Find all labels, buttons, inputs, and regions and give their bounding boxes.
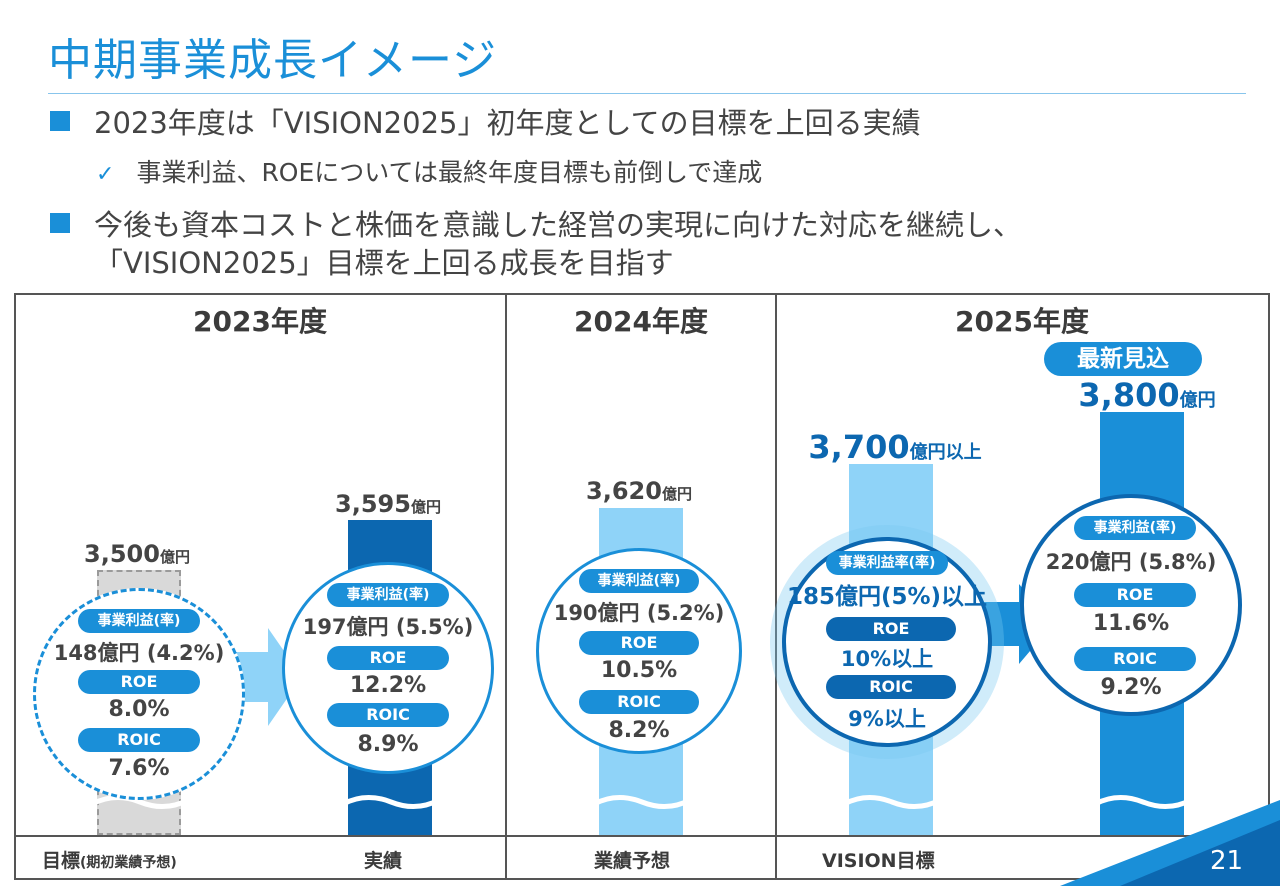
bullet-2: 今後も資本コストと株価を意識した経営の実現に向けた対応を継続し、 xyxy=(50,202,1022,244)
value-forecast-2024: 3,620億円 xyxy=(564,477,714,505)
value-unit: 億円 xyxy=(410,498,441,516)
year-header-2025: 2025年度 xyxy=(955,305,1089,338)
operating-profit-pill: 事業利益(率) xyxy=(327,583,449,607)
page-number: 21 xyxy=(1210,846,1244,876)
square-bullet-icon xyxy=(50,213,70,233)
roe-value: 12.2% xyxy=(349,673,427,698)
roe-pill: ROE xyxy=(1074,583,1196,607)
value-unit: 億円 xyxy=(661,485,692,503)
roic-pill: ROIC xyxy=(579,690,699,714)
roic-value: 7.6% xyxy=(108,756,170,781)
metrics-circle-target-2023: 事業利益(率) 148億円 (4.2%) ROE 8.0% ROIC 7.6% xyxy=(33,588,245,800)
corner-decoration xyxy=(1060,800,1280,886)
roe-pill: ROE xyxy=(579,631,699,655)
roic-pill: ROIC xyxy=(1074,647,1196,671)
bullet-1-text: 2023年度は「VISION2025」初年度としての目標を上回る実績 xyxy=(94,106,921,140)
footer-label-forecast: 業績予想 xyxy=(594,850,671,872)
operating-profit-value: 148億円 (4.2%) xyxy=(53,641,225,665)
roic-pill: ROIC xyxy=(826,675,956,699)
footer-label-vision: VISION目標 xyxy=(822,850,935,872)
roic-value: 8.9% xyxy=(357,732,419,757)
metrics-circle-latest-2025: 事業利益(率) 220億円 (5.8%) ROE 11.6% ROIC 9.2% xyxy=(1020,494,1242,716)
value-unit: 億円 xyxy=(1179,390,1216,411)
footer-label-target-main: 目標 xyxy=(42,850,81,872)
growth-table xyxy=(14,293,1270,880)
roic-value: 9.2% xyxy=(1100,675,1162,700)
roe-value: 8.0% xyxy=(108,697,170,722)
roic-pill: ROIC xyxy=(78,728,200,752)
check-icon: ✓ xyxy=(96,162,115,187)
roe-value: 10%以上 xyxy=(840,647,934,671)
roe-pill: ROE xyxy=(78,670,200,694)
axis-break-icon xyxy=(1093,795,1193,809)
axis-break-icon xyxy=(592,795,692,809)
roe-pill: ROE xyxy=(327,646,449,670)
operating-profit-value: 197億円 (5.5%) xyxy=(302,615,474,639)
value-unit: 億円 xyxy=(159,548,190,566)
value-number: 3,500 xyxy=(84,540,160,568)
value-number: 3,595 xyxy=(335,490,411,518)
footer-label-target-note: (期初業績予想) xyxy=(80,855,177,871)
metrics-circle-forecast-2024: 事業利益(率) 190億円 (5.2%) ROE 10.5% ROIC 8.2% xyxy=(536,548,742,754)
value-number: 3,700 xyxy=(808,428,910,466)
metrics-circle-vision-2025: 事業利益率(率) 185億円(5%)以上 ROE 10%以上 ROIC 9%以上 xyxy=(782,537,992,747)
roe-value: 11.6% xyxy=(1092,611,1170,636)
sub-bullet-text: 事業利益、ROEについては最終年度目標も前倒しで達成 xyxy=(136,158,763,187)
metrics-circle-actual-2023: 事業利益(率) 197億円 (5.5%) ROE 12.2% ROIC 8.9% xyxy=(282,562,494,774)
footer-divider xyxy=(14,835,1270,837)
operating-profit-value: 220億円 (5.8%) xyxy=(1045,550,1217,574)
roic-value: 8.2% xyxy=(608,718,670,743)
roe-value: 10.5% xyxy=(600,658,678,683)
axis-break-icon xyxy=(90,795,190,809)
operating-profit-value: 190億円 (5.2%) xyxy=(553,601,725,625)
year-header-2023: 2023年度 xyxy=(193,305,327,338)
title-divider xyxy=(48,93,1246,94)
bullet-2-continuation: 「VISION2025」目標を上回る成長を目指す xyxy=(94,246,674,280)
value-number: 3,800 xyxy=(1078,376,1180,414)
bullet-1: 2023年度は「VISION2025」初年度としての目標を上回る実績 xyxy=(50,100,921,142)
value-vision-2025: 3,700億円以上 xyxy=(800,428,990,466)
axis-break-icon xyxy=(341,795,441,809)
operating-profit-pill: 事業利益(率) xyxy=(78,609,200,633)
operating-profit-pill: 事業利益(率) xyxy=(1074,516,1196,540)
roe-pill: ROE xyxy=(826,617,956,641)
column-divider xyxy=(775,293,777,880)
value-latest-2025: 3,800億円 xyxy=(1062,376,1232,414)
operating-profit-pill: 事業利益(率) xyxy=(579,569,699,593)
year-header-2024: 2024年度 xyxy=(574,305,708,338)
footer-label-actual: 実績 xyxy=(364,850,403,872)
value-actual-2023: 3,595億円 xyxy=(313,490,463,518)
value-unit: 億円以上 xyxy=(909,442,982,463)
page-title: 中期事業成長イメージ xyxy=(48,35,498,86)
axis-break-icon xyxy=(842,795,942,809)
value-target-2023: 3,500億円 xyxy=(62,540,212,568)
roic-pill: ROIC xyxy=(327,703,449,727)
column-divider xyxy=(505,293,507,880)
operating-profit-value: 185億円(5%)以上 xyxy=(786,584,988,610)
footer-label-target: 目標(期初業績予想) xyxy=(42,846,177,873)
roic-value: 9%以上 xyxy=(848,707,926,731)
operating-profit-pill: 事業利益率(率) xyxy=(826,551,948,575)
sub-bullet: ✓ 事業利益、ROEについては最終年度目標も前倒しで達成 xyxy=(96,153,762,189)
square-bullet-icon xyxy=(50,111,70,131)
latest-forecast-badge: 最新見込 xyxy=(1044,342,1202,376)
value-number: 3,620 xyxy=(586,477,662,505)
bullet-2-text: 今後も資本コストと株価を意識した経営の実現に向けた対応を継続し、 xyxy=(94,208,1023,242)
